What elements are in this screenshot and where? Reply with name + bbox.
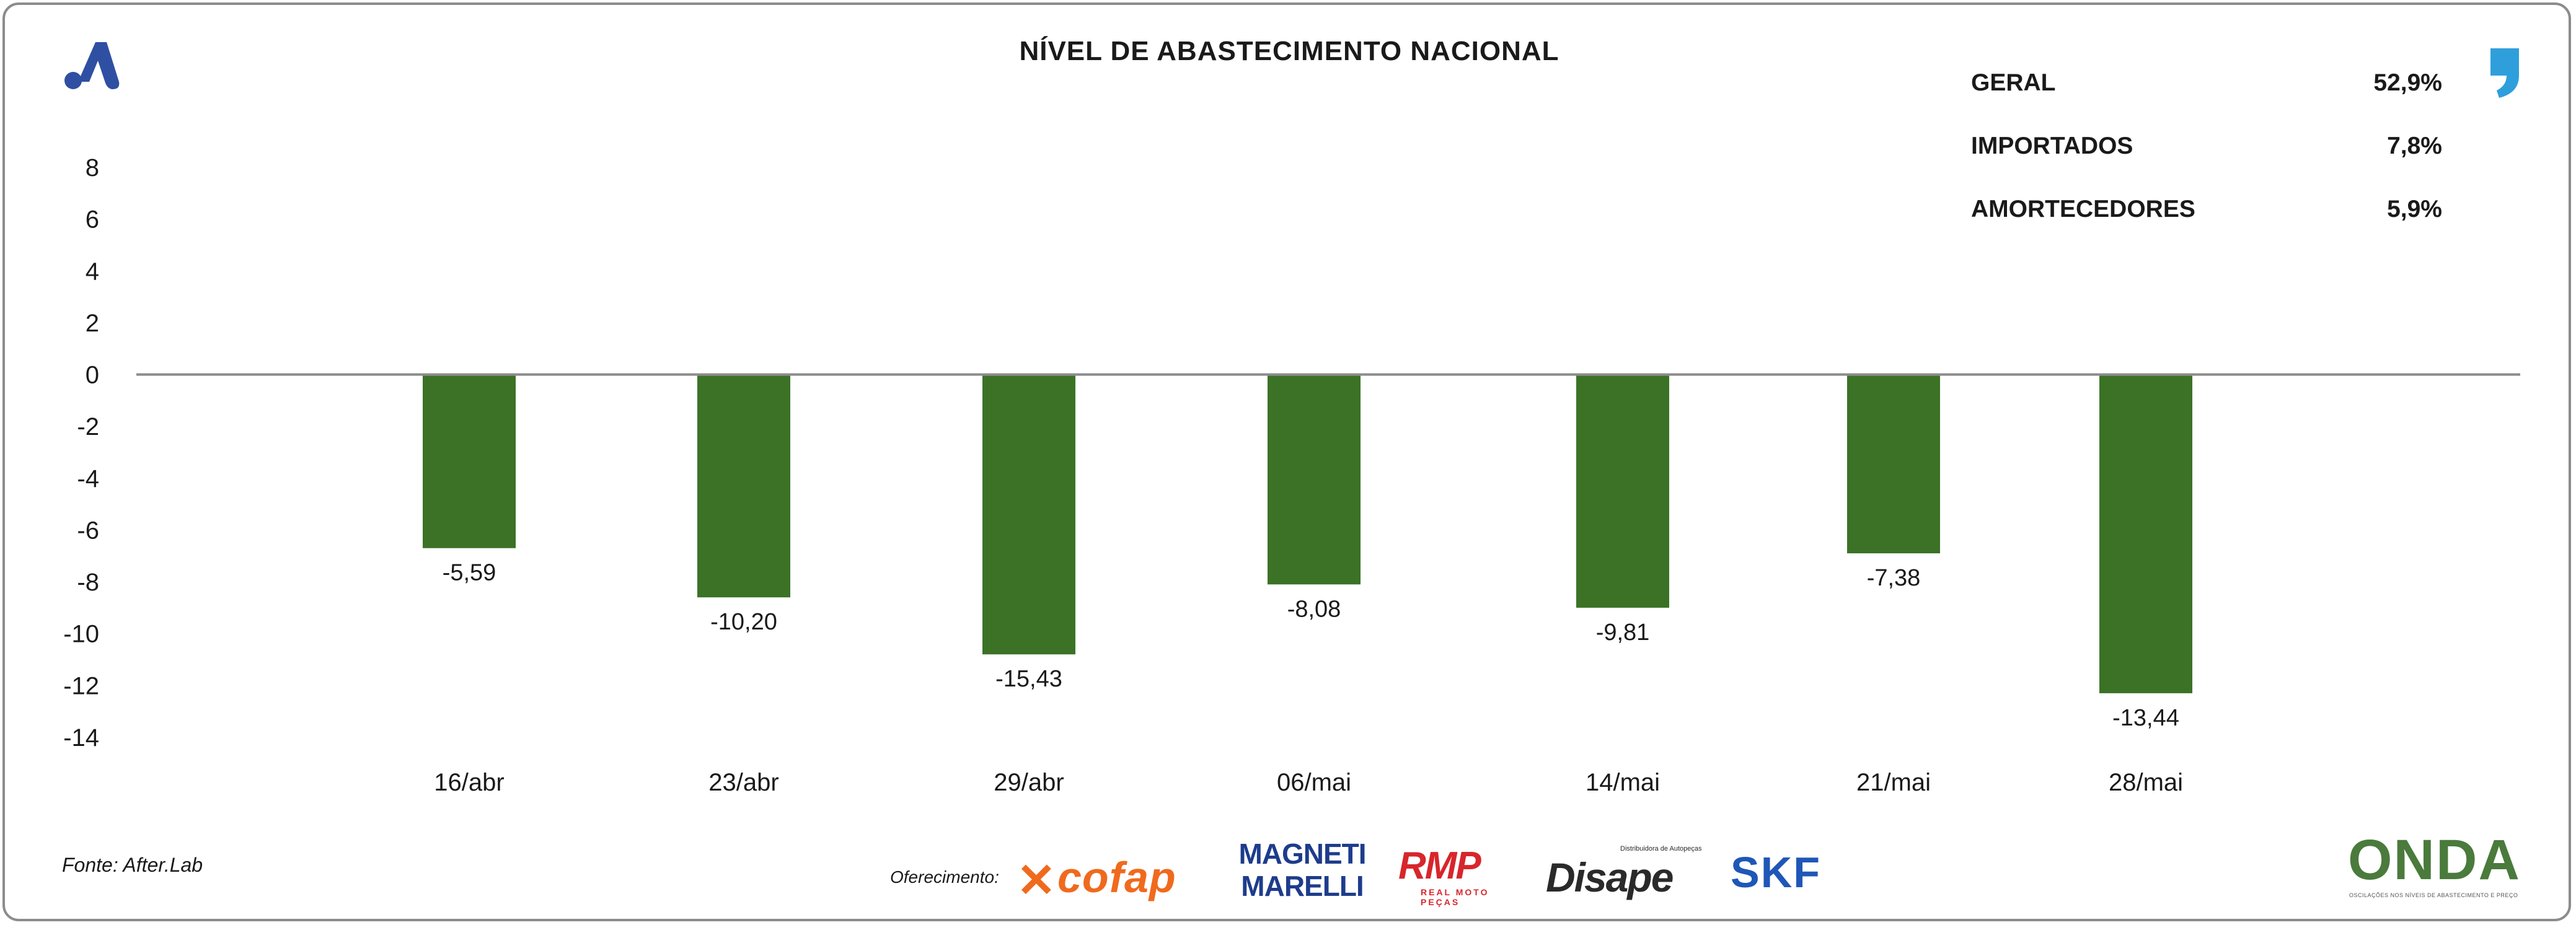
y-tick-label: -12 [63,672,99,699]
onda-logo: ONDA OSCILAÇÕES NOS NÍVEIS DE ABASTECIME… [2345,828,2531,902]
x-tick-label: 28/mai [2109,769,2183,796]
data-label: -10,20 [710,609,777,635]
data-label: -5,59 [443,560,496,586]
summary-row: GERAL 52,9% [1971,69,2442,133]
disape-logo-subtitle: Distribuidora de Autopeças [1620,845,1702,853]
summary-row: AMORTECEDORES 5,9% [1971,196,2442,259]
x-tick-label: 06/mai [1277,769,1351,796]
x-tick-label: 21/mai [1856,769,1931,796]
onda-logo-subtitle: OSCILAÇÕES NOS NÍVEIS DE ABASTECIMENTO E… [2349,892,2518,898]
magneti-logo-line2: MARELLI [1241,870,1364,902]
disape-logo: Distribuidora de Autopeças Disape [1546,843,1719,905]
a-brand-logo-icon [64,42,120,89]
quote-mark-icon [2490,48,2519,98]
cofap-logo-text: cofap [1057,853,1176,901]
source-note: Fonte: After.Lab [62,854,203,876]
rmp-logo-text: RMP [1398,844,1481,887]
summary-label: GERAL [1971,69,2056,96]
bar-21/mai [1847,375,1940,554]
summary-value: 7,8% [2387,133,2442,159]
cofap-logo: ✕ cofap [1017,844,1221,907]
bar-chart: 8 6 4 2 0 -2 -4 -6 -8 -10 -12 -14 -5,59 16/abr -10,20 2… [63,154,2520,796]
magneti-logo-line1: MAGNETI [1238,838,1366,870]
x-tick-label: 23/abr [708,769,779,796]
chart-title: NÍVEL DE ABASTECIMENTO NACIONAL [1019,36,1559,66]
data-label: -13,44 [2112,705,2179,731]
rmp-logo: RMP REAL MOTO PEÇAS [1398,844,1528,907]
y-tick-label: -6 [77,517,99,544]
disape-logo-text: Disape [1546,854,1674,900]
rmp-logo-subtitle: REAL MOTO PEÇAS [1421,887,1489,907]
summary-value: 5,9% [2387,196,2442,222]
y-tick-label: -14 [63,724,99,752]
x-tick-label: 16/abr [434,769,504,796]
y-tick-label: -4 [77,465,99,493]
bar-28/mai [2099,375,2192,693]
data-label: -8,08 [1287,596,1341,622]
bar-23/abr [697,375,790,598]
y-tick-label: -8 [77,569,99,596]
y-tick-label: 2 [86,310,99,337]
y-tick-label: -10 [63,621,99,648]
magneti-marelli-logo: MAGNETI MARELLI [1237,838,1367,909]
summary-row: IMPORTADOS 7,8% [1971,133,2442,196]
data-label: -15,43 [995,666,1062,692]
y-tick-label: 8 [86,154,99,182]
summary-label: IMPORTADOS [1971,133,2133,159]
bar-16/abr [423,375,516,548]
skf-logo: SKF [1731,848,1821,897]
bar-29/abr [982,375,1075,655]
data-label: -9,81 [1596,620,1650,646]
y-tick-label: 4 [86,258,99,285]
onda-logo-text: ONDA [2348,828,2521,892]
data-label: -7,38 [1867,565,1921,591]
x-tick-label: 29/abr [994,769,1064,796]
summary-label: AMORTECEDORES [1971,196,2195,222]
x-tick-label: 14/mai [1586,769,1660,796]
bar-06/mai [1268,375,1361,585]
cofap-x-icon: ✕ [1017,854,1056,907]
y-tick-label: -2 [77,413,99,441]
y-tick-label: 0 [86,362,99,389]
summary-table: GERAL 52,9% IMPORTADOS 7,8% AMORTECEDORE… [1971,69,2442,259]
y-tick-label: 6 [86,206,99,234]
summary-value: 52,9% [2373,69,2442,96]
sponsor-label: Oferecimento: [890,867,999,887]
bar-14/mai [1576,375,1669,608]
